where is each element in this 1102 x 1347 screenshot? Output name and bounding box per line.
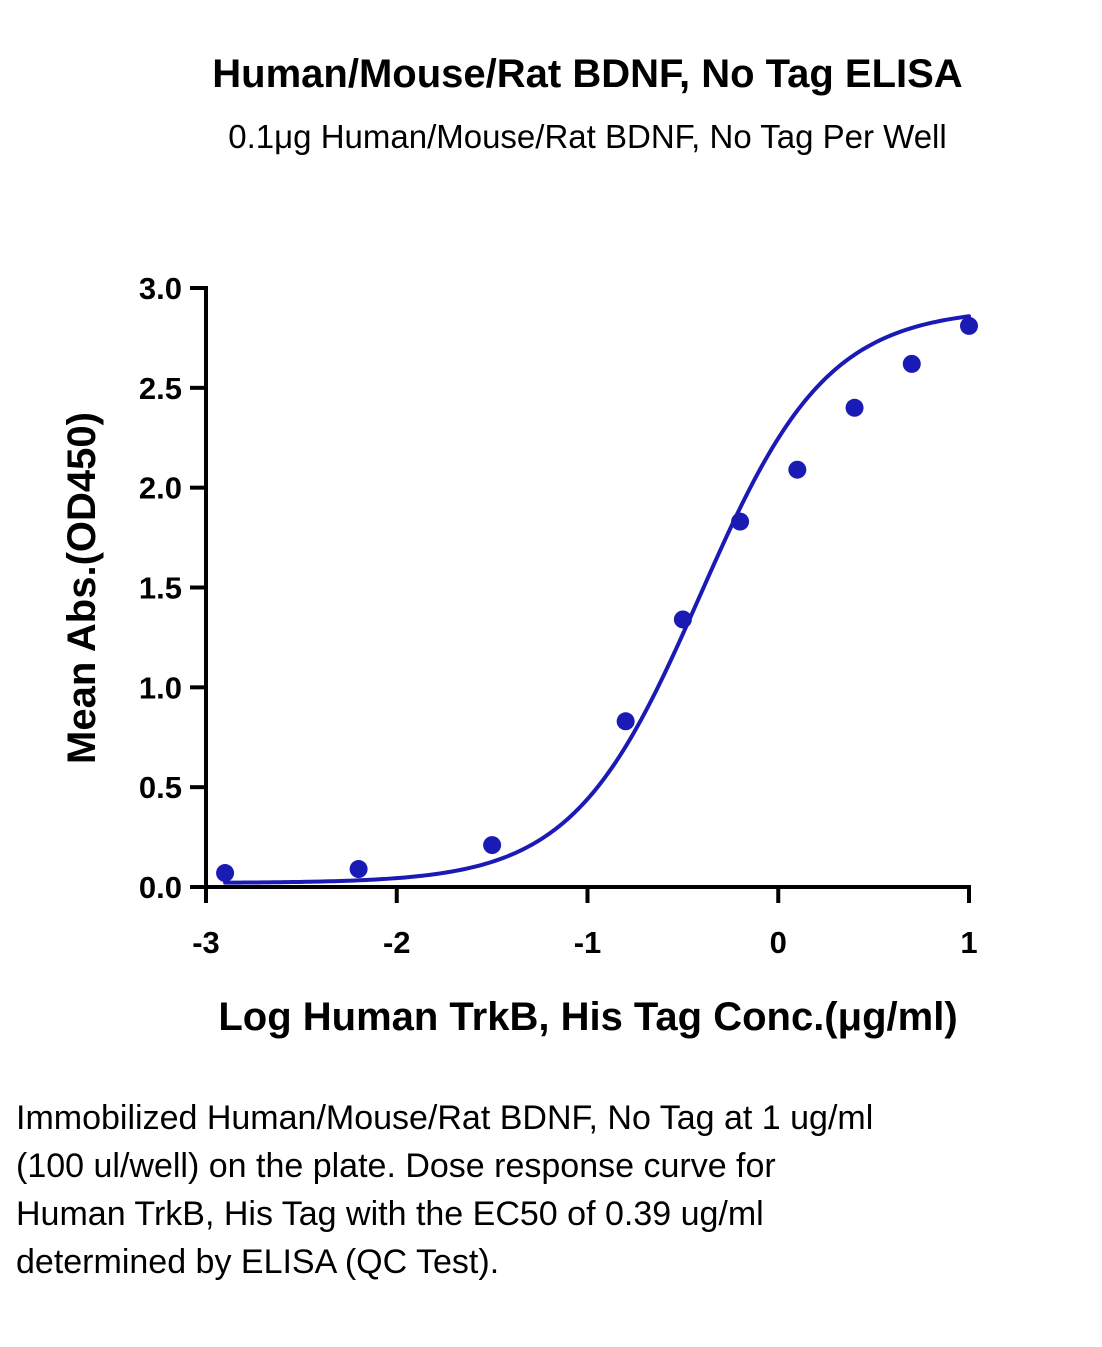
x-tick-label: -2 — [383, 925, 411, 960]
y-tick-label: 2.0 — [139, 471, 182, 506]
data-point — [788, 460, 807, 479]
data-point — [960, 316, 978, 335]
y-tick-label: 0.0 — [139, 870, 182, 905]
figure-caption: Immobilized Human/Mouse/Rat BDNF, No Tag… — [16, 1099, 874, 1281]
y-tick-label: 2.5 — [139, 371, 182, 406]
x-tick-label: -3 — [192, 925, 220, 960]
data-point — [673, 610, 692, 629]
data-point — [349, 860, 368, 879]
chart-plot: 0.0 0.5 1.0 1.5 2.0 2.5 3.0 -3 -2 -1 0 1 Log Human … — [60, 271, 978, 1039]
x-tick-label: 0 — [770, 925, 787, 960]
data-point — [483, 836, 502, 855]
x-axis-title: Log Human TrkB, His Tag Conc.(μg/ml) — [218, 995, 957, 1039]
y-tick-label: 1.0 — [139, 670, 182, 705]
axes: 0.0 0.5 1.0 1.5 2.0 2.5 3.0 -3 -2 -1 0 1 — [139, 271, 978, 960]
data-points-layer — [216, 316, 978, 883]
y-tick-label: 1.5 — [139, 571, 182, 606]
data-point — [216, 864, 235, 883]
x-tick-label: -1 — [574, 925, 602, 960]
fit-curve — [223, 314, 971, 885]
y-axis-title: Mean Abs.(OD450) — [60, 412, 104, 764]
x-tick-label: 1 — [960, 925, 977, 960]
y-tick-label: 3.0 — [139, 271, 182, 306]
chart-title: Human/Mouse/Rat BDNF, No Tag ELISA — [212, 52, 963, 96]
data-point — [731, 512, 750, 531]
data-point — [845, 398, 864, 417]
fit-curve-layer — [223, 314, 971, 885]
data-point — [616, 712, 635, 731]
data-point — [902, 354, 921, 373]
y-tick-label: 0.5 — [139, 770, 182, 805]
chart-subtitle: 0.1μg Human/Mouse/Rat BDNF, No Tag Per W… — [228, 118, 947, 155]
